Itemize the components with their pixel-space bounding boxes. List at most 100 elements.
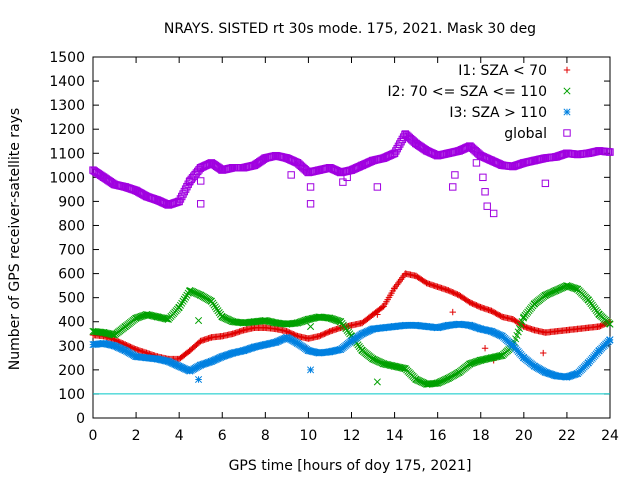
- data-point: [279, 335, 287, 343]
- data-point: [173, 361, 181, 370]
- data-point: [172, 361, 180, 369]
- data-point: [361, 329, 369, 337]
- data-point: [365, 327, 373, 335]
- data-point: [210, 356, 218, 364]
- data-point: [467, 359, 475, 367]
- data-point: [323, 314, 331, 322]
- y-tick-label: 1500: [49, 50, 85, 66]
- data-point: [495, 331, 503, 339]
- data-point: [276, 336, 284, 345]
- data-point: [166, 358, 174, 366]
- data-point: [170, 360, 178, 368]
- data-point: [213, 355, 221, 363]
- data-point: [471, 358, 479, 366]
- data-point: [390, 149, 399, 157]
- data-point: [397, 138, 405, 146]
- data-point: [569, 284, 577, 292]
- y-tick-label: 1300: [49, 98, 85, 114]
- data-point: [396, 140, 404, 148]
- data-point: [294, 319, 302, 327]
- outlier-point: [195, 316, 203, 325]
- data-point: [215, 354, 223, 362]
- y-tick-label: 0: [76, 411, 85, 427]
- y-tick-label: 200: [58, 363, 85, 379]
- legend-marker-2: [563, 87, 571, 95]
- data-point: [280, 335, 288, 343]
- outlier-point: [479, 173, 487, 182]
- outlier-point: [540, 349, 547, 357]
- data-point: [175, 197, 183, 206]
- data-point: [110, 342, 119, 350]
- outlier-point: [197, 200, 205, 208]
- outlier-point: [306, 183, 315, 191]
- data-point: [564, 282, 572, 290]
- data-point: [120, 346, 128, 354]
- x-tick-label: 20: [515, 428, 533, 444]
- data-point: [493, 330, 501, 338]
- y-tick-label: 1100: [49, 146, 85, 162]
- data-point: [207, 357, 216, 365]
- y-tick-label: 1000: [49, 170, 85, 186]
- y-tick-label: 500: [58, 291, 85, 307]
- data-point: [182, 293, 190, 301]
- outlier-point: [373, 183, 382, 191]
- x-tick-label: 0: [89, 428, 98, 444]
- data-point: [133, 314, 141, 322]
- outlier-point: [541, 179, 550, 188]
- data-point: [171, 360, 179, 368]
- data-point: [178, 299, 186, 307]
- series-2: [89, 282, 614, 388]
- data-point: [116, 344, 124, 352]
- y-tick-label: 900: [58, 194, 85, 210]
- x-tick-label: 16: [429, 428, 447, 444]
- outlier-point: [374, 311, 381, 318]
- y-tick-label: 1400: [49, 74, 85, 90]
- outlier-point: [343, 173, 351, 182]
- data-point: [296, 318, 304, 326]
- data-point: [472, 358, 480, 366]
- data-point: [487, 327, 496, 335]
- x-tick-label: 18: [472, 428, 490, 444]
- y-tick-label: 700: [58, 243, 85, 259]
- data-point: [216, 353, 225, 361]
- data-point: [176, 301, 185, 309]
- data-point: [209, 357, 217, 365]
- series-3: [89, 320, 614, 384]
- data-point: [326, 314, 334, 322]
- y-tick-label: 400: [58, 315, 85, 331]
- outlier-point: [197, 177, 205, 185]
- y-tick-label: 600: [58, 267, 85, 283]
- data-point: [175, 303, 183, 311]
- data-point: [567, 283, 575, 291]
- outlier-point: [489, 209, 498, 218]
- data-point: [138, 312, 147, 320]
- outlier-point: [451, 171, 459, 179]
- data-point: [178, 192, 186, 201]
- data-point: [178, 363, 186, 371]
- x-tick-label: 14: [386, 428, 404, 444]
- data-point: [291, 319, 299, 327]
- data-point: [113, 343, 121, 351]
- data-point: [363, 327, 371, 336]
- data-point: [393, 144, 401, 153]
- outlier-point: [307, 366, 315, 374]
- data-point: [164, 357, 172, 365]
- outlier-point: [373, 378, 381, 386]
- plot-area: 0100200300400500600700800900100011001200…: [49, 50, 619, 444]
- outlier-point: [481, 188, 489, 196]
- data-point: [606, 336, 614, 344]
- data-point: [606, 148, 614, 156]
- data-point: [117, 345, 125, 353]
- outlier-point: [449, 183, 457, 191]
- data-point: [114, 343, 122, 352]
- data-point: [179, 297, 187, 305]
- data-point: [176, 195, 185, 203]
- data-point: [392, 147, 400, 155]
- data-point: [331, 316, 339, 324]
- x-tick-label: 12: [343, 428, 361, 444]
- data-point: [489, 328, 497, 336]
- data-point: [180, 365, 188, 373]
- data-point: [112, 342, 120, 350]
- x-tick-label: 6: [218, 428, 227, 444]
